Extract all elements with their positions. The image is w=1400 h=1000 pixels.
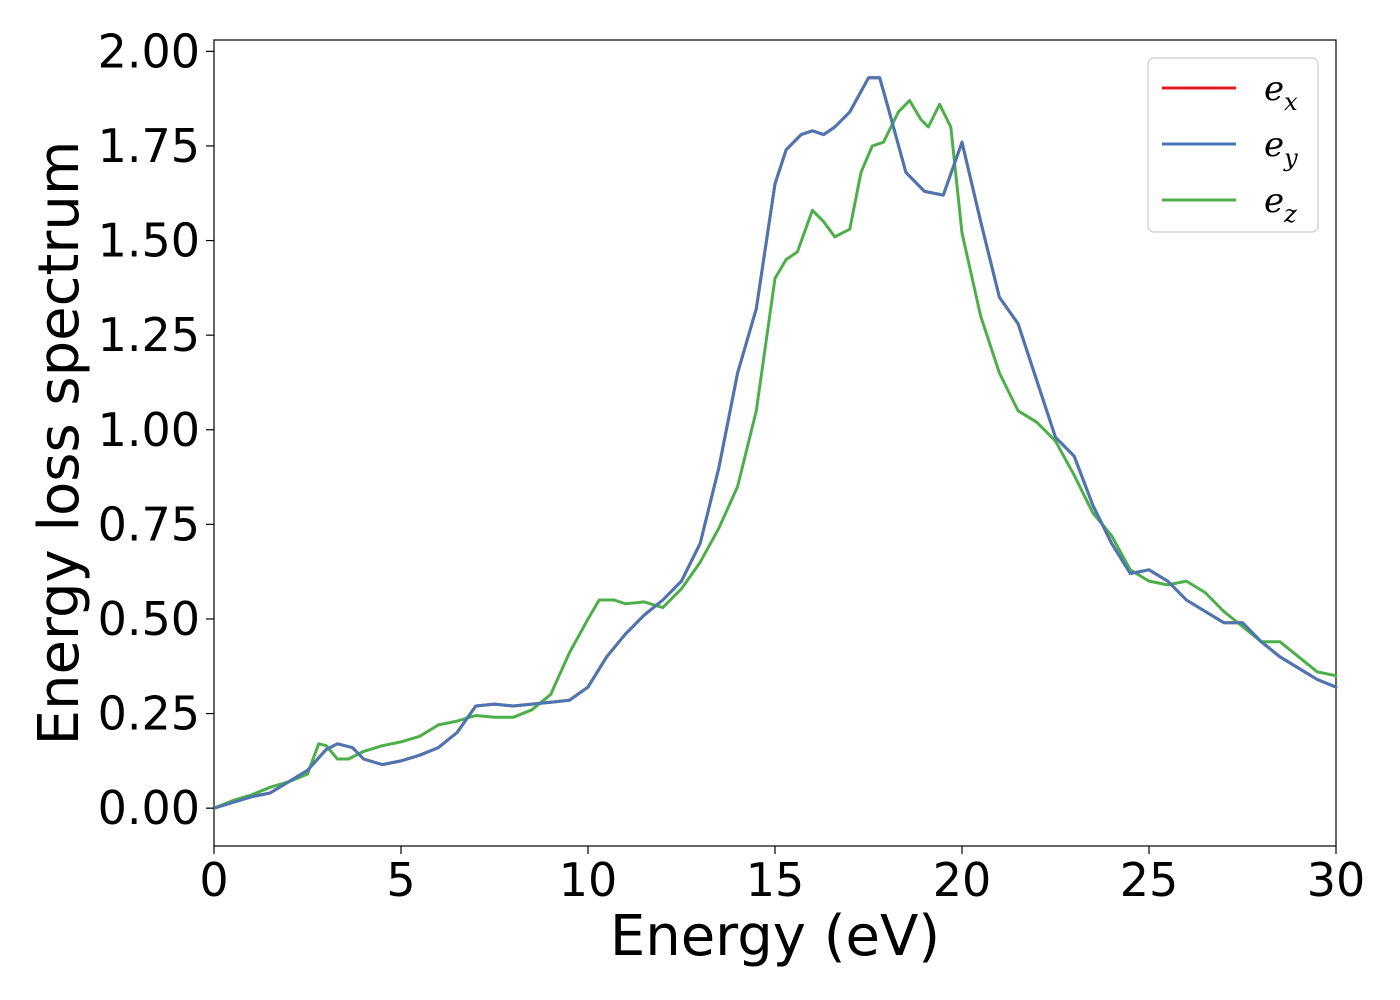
legend-label-subscript: z (1283, 200, 1297, 228)
series-line-ez (212, 99, 1338, 810)
legend-label-ex: ex (1264, 69, 1298, 116)
x-tick-label: 20 (933, 853, 992, 907)
legend-label-subscript: x (1284, 88, 1298, 116)
x-tick-label: 15 (746, 853, 805, 907)
legend-label-subscript: y (1283, 144, 1298, 172)
x-tick-label: 10 (559, 853, 618, 907)
y-tick-label: 2.00 (98, 24, 200, 78)
y-axis-label: Energy loss spectrum (27, 141, 92, 746)
y-tick-label: 0.25 (98, 687, 200, 741)
y-tick-label: 1.50 (98, 214, 200, 268)
legend-label-ez: ez (1264, 181, 1297, 228)
x-tick-label: 25 (1120, 853, 1179, 907)
y-tick-label: 0.00 (98, 781, 200, 835)
x-tick-label: 0 (199, 853, 228, 907)
series-line-ey (212, 76, 1338, 810)
y-tick-label: 0.75 (98, 497, 200, 551)
x-axis-label: Energy (eV) (610, 904, 940, 969)
y-tick-label: 1.25 (98, 308, 200, 362)
legend-label-base: e (1264, 181, 1284, 221)
legend-label-base: e (1264, 69, 1284, 109)
series-layer (212, 76, 1338, 810)
x-tick-label: 5 (386, 853, 415, 907)
legend-label-ey: ey (1264, 125, 1298, 172)
legend-label-base: e (1264, 125, 1284, 165)
y-tick-label: 1.75 (98, 119, 200, 173)
x-axis: 0 5 10 15 20 25 30 (199, 846, 1365, 907)
y-tick-label: 0.50 (98, 592, 200, 646)
x-tick-label: 30 (1307, 853, 1366, 907)
y-tick-label: 1.00 (98, 403, 200, 457)
y-axis: 0.00 0.25 0.50 0.75 1.00 1.25 1.50 1.75 2.00 (98, 24, 214, 835)
